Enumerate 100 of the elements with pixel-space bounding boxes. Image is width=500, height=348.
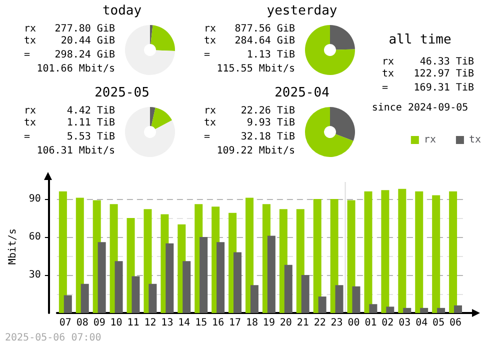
- text: 122.97 TiB: [414, 68, 474, 80]
- text: all time: [388, 32, 452, 48]
- y-tick-label: 60: [28, 232, 41, 242]
- text: =: [24, 50, 30, 60]
- text: 101.66 Mbit/s: [36, 64, 115, 74]
- text: rx: [24, 106, 36, 116]
- bar: [98, 242, 106, 313]
- legend-label: tx: [468, 134, 482, 146]
- text: 2025-05-06 07:00: [5, 332, 102, 344]
- bar: [246, 198, 254, 313]
- text: 22.26 TiB: [240, 106, 295, 116]
- x-tick-label: 09: [93, 318, 106, 328]
- text: 109.22 Mbit/s: [216, 146, 295, 156]
- x-tick-label: 21: [296, 318, 309, 328]
- text: 877.56 GiB: [234, 24, 295, 34]
- bar: [415, 191, 424, 313]
- bar: [347, 200, 356, 313]
- bar: [58, 191, 67, 313]
- bar: [80, 284, 89, 313]
- bar: [318, 296, 326, 313]
- bar: [420, 308, 428, 313]
- bar: [234, 252, 242, 313]
- text: since 2024-09-05: [372, 102, 468, 114]
- text: 1.13 TiB: [246, 50, 295, 60]
- chart-title: yesterday: [266, 4, 338, 18]
- bar: [330, 199, 338, 313]
- text: tx: [382, 68, 394, 80]
- text: 106.31 Mbit/s: [36, 146, 115, 156]
- text: 277.80 GiB: [54, 24, 115, 34]
- text: 115.55 Mbit/s: [216, 64, 295, 74]
- bar: [64, 295, 72, 313]
- text: 32.18 TiB: [240, 132, 295, 142]
- x-tick-label: 01: [364, 318, 377, 328]
- bar: [200, 237, 208, 313]
- bar: [166, 243, 174, 313]
- text: rx: [204, 24, 216, 34]
- x-tick-label: 15: [195, 318, 208, 328]
- chart-title: 2025-05: [94, 86, 150, 100]
- x-tick-label: 11: [127, 318, 140, 328]
- bar: [216, 242, 225, 313]
- y-axis-title: Mbit/s: [8, 228, 18, 265]
- y-tick-label: 30: [28, 270, 41, 280]
- chart-title: 2025-04: [274, 86, 330, 100]
- bar: [364, 191, 372, 313]
- bar: [301, 275, 310, 313]
- bar: [381, 190, 390, 313]
- x-tick-label: 00: [348, 318, 360, 328]
- text: rx: [204, 106, 216, 116]
- text: tx: [24, 118, 36, 128]
- bar: [114, 261, 123, 313]
- bar: [335, 285, 344, 313]
- x-tick-label: 16: [212, 318, 224, 328]
- bar: [284, 264, 292, 313]
- text: tx: [24, 36, 36, 46]
- text: =: [24, 132, 30, 142]
- bar: [250, 285, 258, 313]
- x-tick-label: 18: [246, 318, 258, 328]
- x-tick-label: 13: [161, 318, 174, 328]
- x-tick-label: 12: [144, 318, 156, 328]
- text: 1.11 TiB: [66, 118, 115, 128]
- bar: [76, 198, 84, 313]
- bar: [182, 261, 191, 313]
- x-tick-label: 17: [229, 318, 242, 328]
- bar: [352, 286, 360, 313]
- x-tick-label: 22: [314, 318, 326, 328]
- x-tick-label: 19: [262, 318, 275, 328]
- x-tick-label: 10: [110, 318, 122, 328]
- bar: [386, 306, 394, 313]
- text: tx: [204, 118, 216, 128]
- bar: [398, 188, 406, 313]
- bar: [148, 284, 157, 313]
- chart-title: today: [102, 4, 142, 18]
- x-tick-label: 06: [449, 318, 462, 328]
- bar: [267, 236, 276, 313]
- bar: [454, 305, 462, 313]
- bar: [313, 199, 322, 313]
- text: rx: [24, 24, 36, 34]
- bar: [403, 308, 412, 313]
- text: rx: [382, 56, 394, 68]
- text: 298.24 GiB: [54, 50, 115, 60]
- bar: [369, 304, 378, 313]
- x-tick-label: 20: [280, 318, 292, 328]
- bar: [132, 276, 140, 313]
- x-tick-label: 02: [382, 318, 394, 328]
- bar: [437, 308, 446, 313]
- x-tick-label: 03: [398, 318, 411, 328]
- y-tick-label: 90: [28, 194, 41, 204]
- legend-label: rx: [424, 134, 436, 146]
- text: 46.33 TiB: [420, 56, 474, 68]
- text: =: [382, 82, 388, 94]
- text: =: [204, 50, 210, 60]
- bar: [449, 191, 458, 313]
- text: =: [204, 132, 210, 142]
- x-tick-label: 04: [416, 318, 428, 328]
- text: tx: [204, 36, 216, 46]
- text: 4.42 TiB: [66, 106, 115, 116]
- x-tick-label: 23: [330, 318, 343, 328]
- x-tick-label: 05: [432, 318, 445, 328]
- bar: [432, 195, 440, 313]
- text: 169.31 TiB: [414, 82, 474, 94]
